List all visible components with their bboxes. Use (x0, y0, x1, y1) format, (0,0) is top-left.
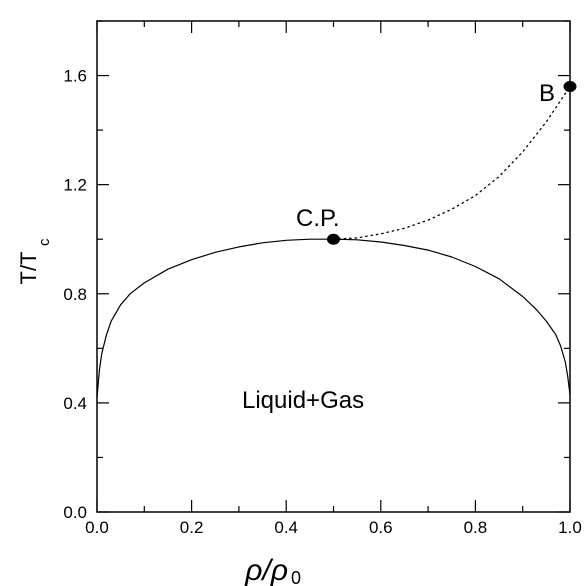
x-axis-title-subscript: 0 (291, 568, 301, 586)
x-tick-label: 0.6 (369, 518, 393, 537)
y-tick-label: 1.2 (63, 176, 87, 195)
annotation-cp: C.P. (296, 205, 340, 232)
point-b (563, 80, 577, 92)
y-tick-label: 0.8 (63, 285, 87, 304)
points-layer (327, 80, 577, 245)
x-tick-label: 1.0 (558, 518, 582, 537)
coexistence-curve (96, 238, 571, 398)
plot-frame (96, 20, 571, 513)
x-tick-label: 0.8 (464, 518, 488, 537)
axis-ticks (96, 20, 571, 513)
annotation-liquid-gas: Liquid+Gas (242, 387, 364, 414)
dotted-curve (332, 85, 571, 240)
annotation-b: B (539, 80, 555, 107)
y-axis-title: T/T (16, 252, 41, 285)
x-axis-title: ρ/ρ (244, 554, 288, 586)
x-tick-label: 0.2 (180, 518, 204, 537)
y-axis-title-subscript: c (36, 238, 53, 246)
y-tick-labels: 0.0 0.4 0.8 1.2 1.6 (63, 67, 87, 522)
y-tick-label: 1.6 (63, 67, 87, 86)
x-tick-label: 0.0 (85, 518, 109, 537)
point-cp (327, 233, 340, 245)
x-tick-label: 0.4 (274, 518, 298, 537)
y-tick-label: 0.4 (63, 394, 87, 413)
y-tick-label: 0.0 (63, 503, 87, 522)
x-tick-labels: 0.0 0.2 0.4 0.6 0.8 1.0 (85, 518, 582, 537)
